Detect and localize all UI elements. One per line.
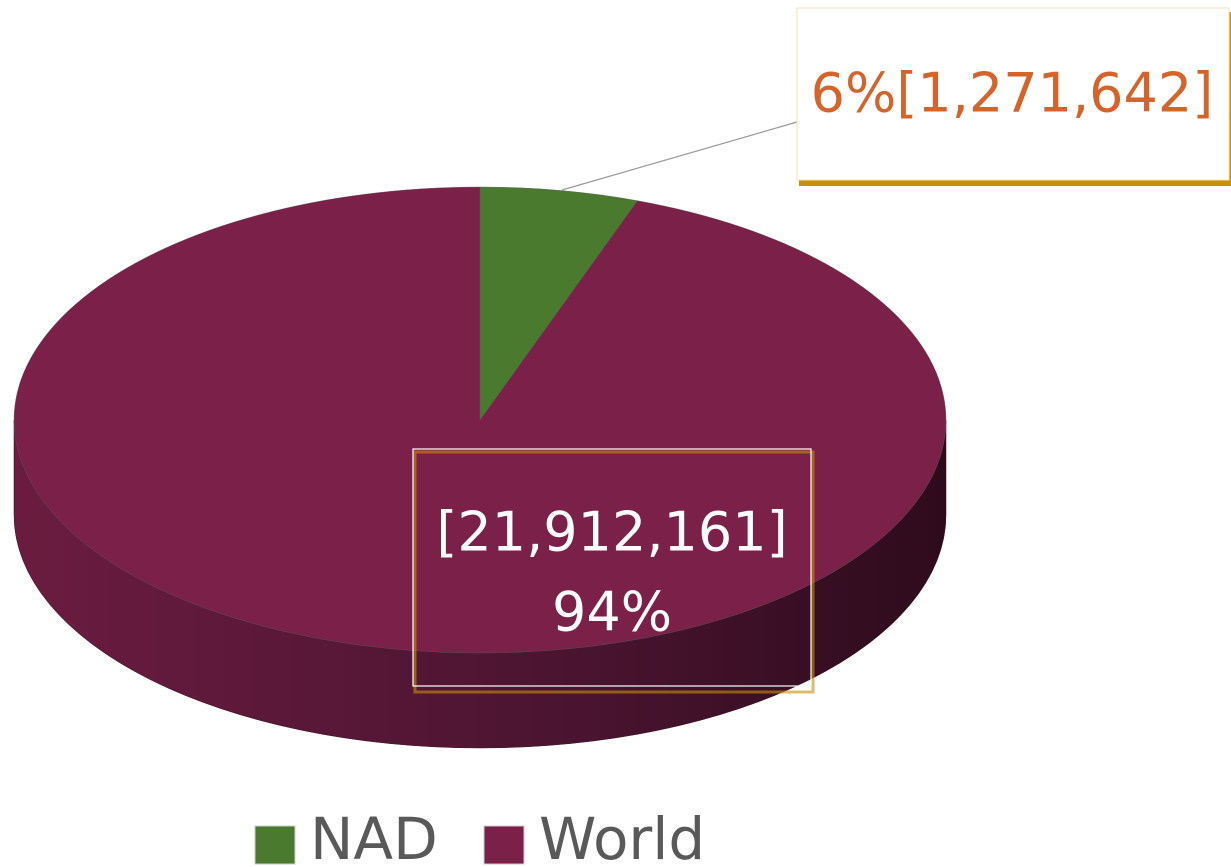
label-shadow: [413, 450, 815, 694]
label-box: [412, 448, 812, 687]
pie-slice: [13, 186, 947, 654]
label-box: [796, 7, 1230, 181]
leader-line: [561, 121, 798, 191]
pie-slice: [479, 186, 638, 421]
legend-swatch: [483, 825, 525, 865]
data-label: 94%: [552, 581, 672, 644]
legend-label: NAD: [310, 805, 438, 867]
legend-label: World: [539, 805, 705, 867]
legend-swatch: [254, 825, 296, 865]
data-label: [21,912,161]: [436, 501, 787, 564]
data-label: 6%[1,271,642]: [811, 62, 1214, 125]
